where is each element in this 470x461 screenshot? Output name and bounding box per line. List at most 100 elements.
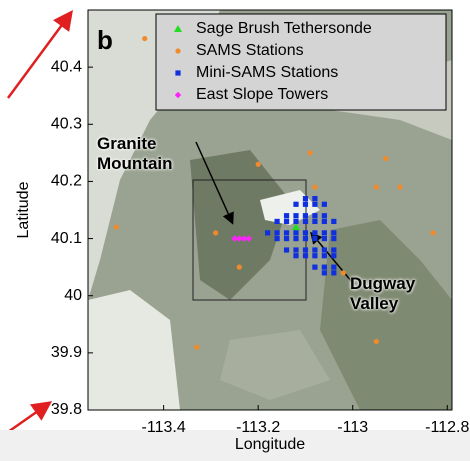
x-tick-label: -113.4	[142, 419, 186, 436]
marker	[293, 213, 299, 219]
annotation-arrow	[195, 141, 234, 225]
marker	[293, 218, 299, 225]
y-tick-label: 40	[64, 287, 82, 304]
marker	[283, 235, 290, 242]
y-tick-label: 40.4	[51, 58, 82, 75]
marker	[312, 230, 318, 236]
marker	[331, 230, 337, 236]
annotation: Dugway Valley	[350, 274, 416, 313]
marker	[307, 150, 313, 156]
marker	[302, 195, 309, 202]
marker	[274, 230, 280, 236]
marker	[383, 155, 389, 162]
x-tick-label: -112.8	[425, 419, 469, 436]
marker	[293, 247, 299, 253]
legend-label: East Slope Towers	[196, 86, 328, 103]
marker	[302, 230, 309, 236]
marker	[331, 270, 337, 276]
legend-label: Mini-SAMS Stations	[196, 64, 338, 81]
marker	[340, 270, 346, 276]
panel-label: b	[97, 25, 113, 55]
marker	[213, 230, 219, 236]
marker	[331, 253, 337, 259]
marker	[373, 184, 379, 190]
marker	[113, 224, 119, 230]
marker	[245, 235, 252, 242]
marker	[283, 247, 290, 253]
marker	[331, 264, 337, 270]
marker	[236, 235, 243, 242]
plot-frame	[87, 9, 453, 411]
marker	[302, 235, 309, 242]
legend-marker	[174, 25, 182, 32]
marker	[312, 218, 318, 225]
marker	[331, 235, 337, 242]
footer-bar	[0, 430, 470, 461]
marker	[312, 264, 318, 270]
marker	[240, 235, 248, 242]
marker	[142, 35, 148, 42]
marker	[312, 184, 318, 190]
y-axis-label: Latitude	[15, 181, 32, 238]
marker	[312, 201, 318, 207]
marker	[302, 247, 309, 253]
marker	[194, 344, 200, 350]
marker	[293, 253, 299, 259]
marker	[321, 270, 327, 276]
marker	[236, 264, 242, 270]
y-tick-label: 40.2	[51, 173, 82, 190]
marker	[312, 195, 318, 202]
marker	[321, 218, 327, 225]
marker	[321, 230, 327, 236]
marker	[321, 264, 327, 270]
marker	[373, 338, 379, 345]
y-tick-label: 39.9	[51, 344, 82, 361]
marker	[265, 230, 271, 236]
marker	[321, 253, 327, 259]
legend-marker	[175, 48, 181, 54]
legend-box	[155, 13, 447, 111]
x-tick-label: -113.2	[236, 419, 280, 436]
y-tick-label: 40.1	[51, 230, 82, 247]
legend-label: SAMS Stations	[196, 42, 304, 59]
marker	[255, 161, 261, 167]
marker	[231, 235, 238, 242]
legend-marker	[175, 70, 181, 76]
marker	[321, 213, 327, 219]
marker	[293, 235, 299, 242]
red-arrow	[6, 9, 73, 99]
marker	[293, 230, 299, 236]
y-tick-label: 40.3	[51, 116, 82, 133]
marker	[397, 184, 403, 190]
legend-marker	[174, 91, 182, 99]
marker	[312, 253, 318, 259]
marker	[283, 230, 290, 236]
marker	[302, 253, 309, 259]
legend-label: Sage Brush Tethersonde	[196, 20, 372, 37]
marker	[321, 247, 327, 253]
marker	[321, 201, 327, 207]
marker	[312, 247, 318, 253]
marker	[283, 218, 290, 225]
marker	[302, 201, 309, 207]
marker	[274, 218, 280, 225]
x-axis-label: Longitude	[235, 436, 305, 453]
marker	[302, 213, 309, 219]
annotation: Granite Mountain	[97, 134, 173, 173]
marker	[302, 218, 309, 225]
y-tick-label: 39.8	[51, 401, 82, 418]
marker	[331, 247, 337, 253]
red-arrow	[7, 401, 53, 434]
marker	[430, 230, 436, 236]
marker	[293, 201, 299, 207]
marker	[312, 235, 318, 242]
marker	[312, 213, 318, 219]
marker	[274, 235, 280, 242]
marker	[331, 218, 337, 225]
marker	[321, 235, 327, 242]
marker	[283, 213, 290, 219]
marker	[292, 223, 300, 231]
x-tick-label: -113	[337, 419, 368, 436]
